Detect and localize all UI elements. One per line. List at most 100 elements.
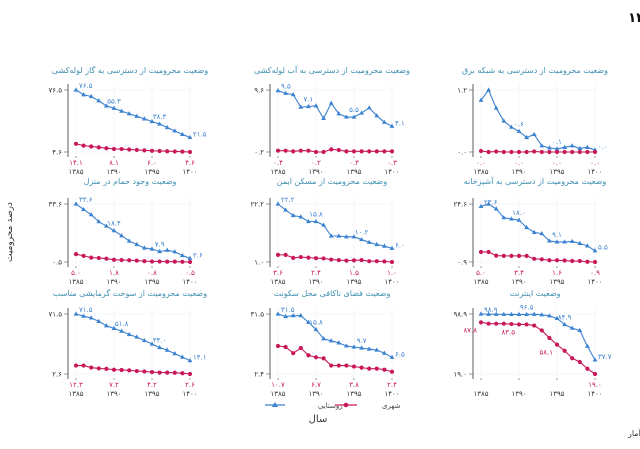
urban-data-point: [104, 366, 109, 371]
rural-data-point: [275, 311, 281, 316]
urban-series-line: [277, 345, 393, 373]
urban-data-label: ۱۹.۰: [588, 381, 602, 389]
urban-data-point: [389, 259, 395, 265]
urban-data-point: [389, 369, 395, 374]
urban-data-point: [81, 363, 86, 368]
urban-data-point: [351, 364, 357, 369]
rural-data-point: [298, 313, 304, 318]
rural-data-point: [562, 321, 567, 327]
rural-data-point: [306, 319, 311, 324]
urban-data-point: [585, 149, 590, 155]
urban-data-point: [367, 149, 372, 154]
urban-data-point: [494, 321, 499, 326]
x-tick-label: ۱۳۸۵: [68, 278, 83, 286]
urban-data-point: [570, 149, 575, 155]
urban-series-line: [480, 321, 596, 375]
panel-title: وضعیت فضای ناکافی محل سکونت: [274, 289, 391, 298]
rural-series-line: [277, 313, 393, 358]
rural-data-point: [478, 311, 484, 316]
rural-data-label: ۶.۰: [395, 241, 405, 249]
rural-data-point: [509, 124, 514, 129]
rural-data-label: ۶.۵: [395, 350, 405, 358]
urban-data-point: [104, 256, 109, 261]
urban-data-point: [142, 148, 147, 153]
rural-data-label: ۳۳.۶: [79, 196, 93, 204]
rural-data-point: [554, 315, 560, 321]
rural-data-point: [180, 252, 185, 258]
rural-data-point: [577, 145, 583, 150]
rural-data-point: [283, 90, 288, 95]
urban-data-label: ۰.۵: [185, 269, 195, 277]
x-tick-label: ۱۳۹۵: [346, 390, 361, 398]
urban-data-point: [570, 356, 575, 361]
urban-data-point: [382, 149, 387, 154]
rural-data-point: [306, 218, 311, 224]
urban-data-label: ۶.۷: [311, 381, 321, 389]
urban-data-point: [275, 148, 281, 153]
rural-data-label: ۳۳.۰: [153, 337, 167, 345]
x-tick-label: ۱۴۰۰: [182, 390, 197, 398]
urban-data-point: [592, 149, 598, 155]
urban-data-label: ۰.۰: [590, 159, 600, 167]
rural-data-point: [321, 115, 326, 120]
rural-data-point: [73, 87, 79, 92]
rural-data-point: [104, 223, 109, 228]
rural-data-point: [539, 231, 545, 236]
urban-data-label: ۰.۰: [514, 159, 524, 167]
urban-data-point: [374, 366, 379, 371]
x-tick-label: ۱۳۹۵: [549, 390, 564, 398]
rural-data-label: ۰.۶: [514, 120, 524, 128]
panel-title: وضعیت محرومیت از دسترسی به آشپزخانه: [464, 176, 607, 186]
y-tick-label: ۰.۹: [457, 259, 467, 267]
rural-data-point: [336, 111, 342, 116]
rural-data-point: [359, 110, 364, 115]
y-tick-label: ۹.۶: [254, 87, 264, 95]
rural-series-line: [75, 203, 191, 259]
urban-data-label: ۱۴.۱: [69, 159, 83, 167]
rural-data-label: ۱۵.۸: [309, 318, 323, 326]
urban-data-point: [96, 255, 101, 261]
rural-data-label: ۳۸.۳: [153, 113, 167, 121]
urban-data-point: [291, 149, 296, 154]
urban-data-label: ۳.۶: [273, 269, 283, 277]
urban-data-point: [119, 367, 124, 373]
rural-data-point: [275, 201, 281, 206]
urban-data-point: [119, 257, 124, 263]
urban-series-line: [75, 143, 191, 153]
x-tick-label: ۱۴۰۰: [384, 278, 399, 286]
rural-data-point: [88, 315, 94, 320]
x-tick-label: ۱۳۸۵: [473, 278, 488, 286]
rural-data-point: [88, 212, 94, 217]
rural-data-label: ۵۱.۸: [115, 320, 129, 328]
urban-data-point: [570, 258, 575, 264]
y-tick-label: ۷۶.۵: [48, 87, 62, 95]
rural-data-point: [359, 345, 364, 350]
rural-data-point: [351, 344, 357, 349]
x-tick-label: ۱۳۹۵: [144, 168, 159, 176]
x-axis-label: سال: [309, 414, 328, 425]
urban-data-point: [172, 259, 177, 264]
rural-data-point: [585, 243, 590, 248]
rural-data-point: [478, 203, 484, 209]
urban-data-point: [172, 149, 177, 154]
urban-data-point: [180, 259, 185, 264]
urban-data-point: [577, 359, 582, 365]
rural-data-point: [509, 311, 514, 317]
rural-data-point: [73, 201, 79, 206]
urban-data-point: [501, 149, 506, 155]
rural-data-point: [119, 328, 124, 333]
rural-data-point: [547, 313, 552, 318]
y-tick-label: ۲۴.۶: [453, 201, 467, 209]
urban-data-point: [494, 253, 499, 258]
urban-data-point: [359, 149, 364, 154]
urban-data-point: [577, 258, 582, 264]
rural-data-point: [382, 350, 387, 355]
urban-data-point: [73, 252, 79, 257]
urban-data-label: ۰.۳: [387, 159, 397, 167]
rural-data-point: [344, 234, 349, 239]
urban-data-point: [127, 368, 132, 373]
urban-data-point: [562, 348, 567, 353]
rural-data-point: [493, 105, 499, 110]
x-tick-label: ۱۳۸۵: [473, 168, 488, 176]
